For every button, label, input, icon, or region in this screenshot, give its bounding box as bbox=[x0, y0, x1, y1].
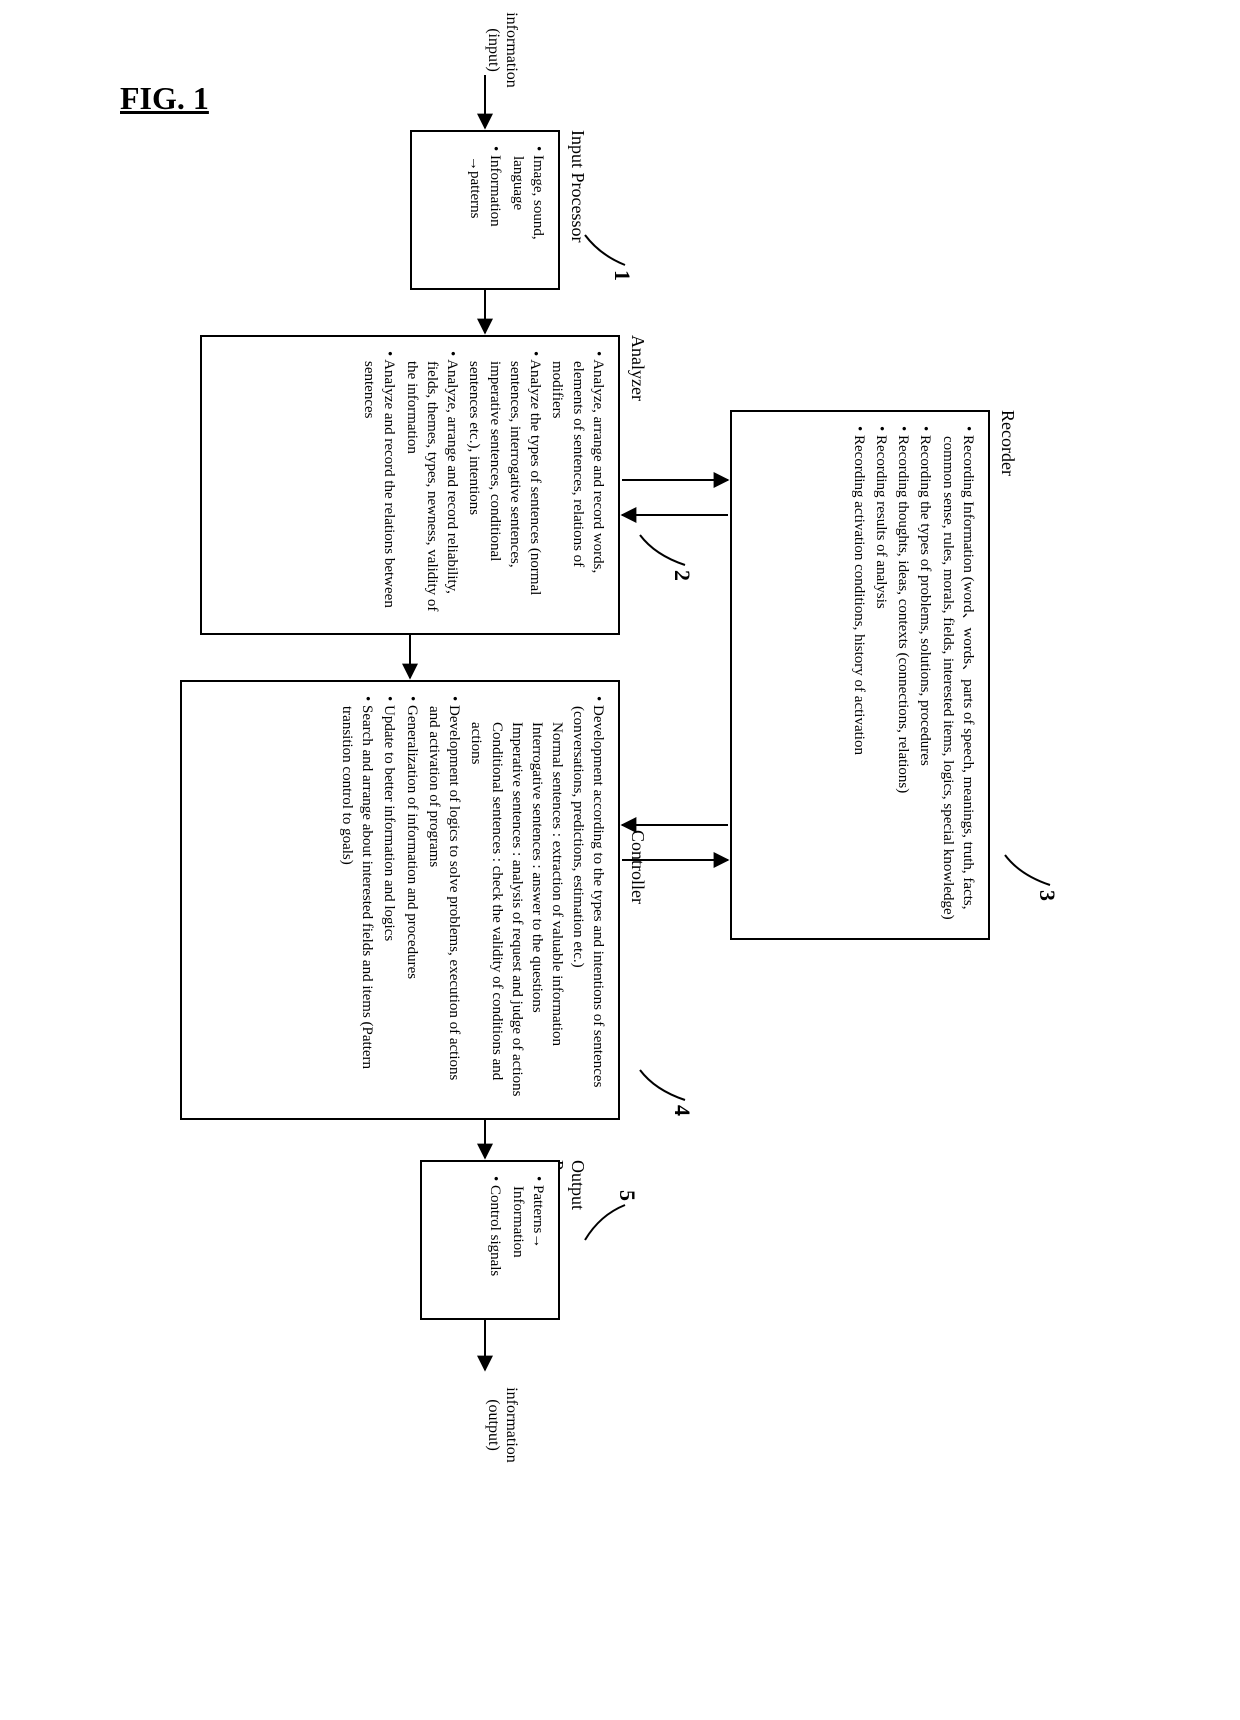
list-item: Recording results of analysis bbox=[871, 426, 891, 924]
controller-box: Development according to the types and i… bbox=[180, 680, 620, 1120]
analyzer-box: Analyze, arrange and record words, eleme… bbox=[200, 335, 620, 635]
list-item-text: Development according to the types and i… bbox=[570, 705, 606, 1087]
list-item: Recording the types of problems, solutio… bbox=[915, 426, 935, 924]
input-processor-title: Input Processor bbox=[567, 130, 588, 242]
controller-num: 4 bbox=[669, 1105, 695, 1116]
output-label-text: information (output) bbox=[485, 1387, 520, 1463]
list-item: Recording thoughts, ideas, contexts (con… bbox=[893, 426, 913, 924]
input-label: information (input) bbox=[484, 0, 520, 100]
recorder-title: Recorder bbox=[997, 410, 1018, 476]
list-item: Information →patterns bbox=[465, 146, 506, 274]
list-item: Conditional sentences : check the validi… bbox=[466, 706, 507, 1104]
list-item: Patterns→ Information bbox=[508, 1176, 549, 1304]
list-item: Interrogative sentences : answer to the … bbox=[527, 706, 547, 1104]
curve-3 bbox=[1000, 855, 1055, 895]
controller-title: Controller bbox=[627, 830, 648, 904]
output-processor-list: Patterns→ Information Control signals bbox=[485, 1176, 548, 1304]
controller-sublist: Normal sentences : extraction of valuabl… bbox=[466, 706, 567, 1104]
curve-2 bbox=[635, 535, 690, 575]
output-processor-box: Patterns→ Information Control signals bbox=[420, 1160, 560, 1320]
input-label-text: information (input) bbox=[485, 12, 520, 88]
controller-list: Development according to the types and i… bbox=[337, 696, 608, 1104]
list-item: Development according to the types and i… bbox=[466, 696, 608, 1104]
list-item: Analyze the types of sentences (normal s… bbox=[464, 351, 545, 619]
diagram-container: information (input) Input Processor 1 Im… bbox=[0, 120, 1040, 980]
list-item: Generalization of information and proced… bbox=[402, 696, 422, 1104]
list-item: Development of logics to solve problems,… bbox=[424, 696, 465, 1104]
list-item: Imperative sentences : analysis of reque… bbox=[507, 706, 527, 1104]
output-label: information (output) bbox=[484, 1370, 520, 1480]
recorder-num: 3 bbox=[1034, 890, 1060, 901]
list-item: Analyze, arrange and record reliability,… bbox=[402, 351, 463, 619]
list-item: Normal sentences : extraction of valuabl… bbox=[547, 706, 567, 1104]
list-item: Control signals bbox=[485, 1176, 505, 1304]
list-item: Analyze, arrange and record words, eleme… bbox=[547, 351, 608, 619]
figure-label: FIG. 1 bbox=[120, 80, 209, 117]
list-item: Update to better information and logics bbox=[379, 696, 399, 1104]
list-item: Recording Information (word、words、parts … bbox=[938, 426, 979, 924]
list-item: Search and arrange about interested fiel… bbox=[337, 696, 378, 1104]
analyzer-list: Analyze, arrange and record words, eleme… bbox=[359, 351, 608, 619]
curve-4 bbox=[635, 1070, 690, 1110]
list-item: Recording activation conditions, history… bbox=[849, 426, 869, 924]
analyzer-num: 2 bbox=[669, 570, 695, 581]
recorder-list: Recording Information (word、words、parts … bbox=[849, 426, 979, 924]
list-item: Image, sound, language bbox=[508, 146, 549, 274]
input-processor-box: Image, sound, language Information →patt… bbox=[410, 130, 560, 290]
recorder-box: Recording Information (word、words、parts … bbox=[730, 410, 990, 940]
input-processor-num: 1 bbox=[609, 270, 635, 281]
output-processor-num: 5 bbox=[614, 1190, 640, 1201]
analyzer-title: Analyzer bbox=[627, 335, 648, 401]
list-item: Analyze and record the relations between… bbox=[359, 351, 400, 619]
input-processor-list: Image, sound, language Information →patt… bbox=[465, 146, 548, 274]
